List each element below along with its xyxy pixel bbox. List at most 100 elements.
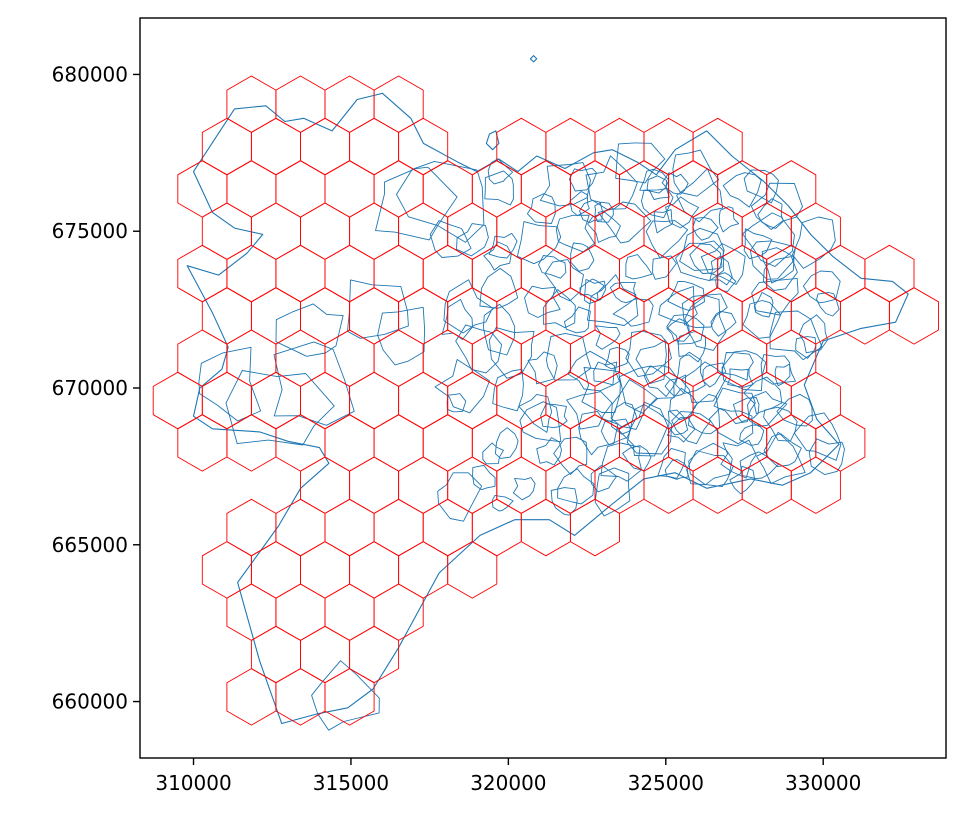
small-area-boundary (751, 277, 799, 316)
small-area-boundary (760, 354, 791, 385)
small-area-boundary (672, 149, 720, 197)
small-area-boundary (679, 227, 725, 271)
small-area-boundary (539, 162, 591, 207)
x-tick-label: 325000 (628, 771, 704, 795)
small-area-boundary (742, 212, 795, 267)
small-area-boundary (488, 232, 518, 259)
small-area-boundary (681, 293, 728, 329)
small-area-boundary (667, 409, 689, 436)
small-area-boundary (482, 303, 516, 356)
x-tick-label: 310000 (155, 771, 231, 795)
small-area-boundary (802, 270, 841, 304)
small-area-boundary (661, 172, 689, 195)
small-area-boundary (721, 350, 767, 392)
small-area-boundary (600, 418, 632, 446)
small-area-boundary (702, 362, 727, 388)
small-area-boundary (761, 247, 795, 284)
x-tick-label: 315000 (313, 771, 389, 795)
small-area-boundary (472, 464, 496, 491)
small-area-boundary (275, 303, 344, 357)
small-area-boundary (555, 214, 595, 253)
small-area-boundary (538, 255, 567, 279)
y-tick-label: 680000 (52, 62, 128, 86)
small-area-boundary (727, 368, 754, 388)
small-area-boundary (750, 182, 803, 230)
small-area-boundary (715, 272, 737, 292)
small-area-boundary (375, 166, 458, 241)
small-area-boundary (619, 365, 675, 414)
small-area-boundary (622, 445, 652, 471)
small-area-boundary (774, 363, 796, 387)
small-area-boundary (593, 361, 620, 386)
x-tick-label: 330000 (785, 771, 861, 795)
small-area-boundary (347, 279, 409, 339)
small-area-boundary (692, 216, 719, 241)
small-area-boundary (612, 298, 654, 327)
small-area-boundary (225, 370, 335, 446)
hexagon-grid-layer (152, 75, 939, 726)
small-area-boundary (676, 168, 724, 223)
small-area-boundary (684, 295, 727, 351)
small-area-boundary (743, 228, 773, 260)
small-area-boundary (658, 285, 698, 325)
small-area-boundary (494, 427, 519, 459)
small-area-boundary (604, 346, 630, 370)
small-area-boundary (487, 158, 514, 185)
small-area-boundary (377, 306, 426, 366)
x-tick-label: 320000 (470, 771, 546, 795)
small-area-boundary (441, 298, 473, 340)
small-area-boundary (540, 403, 568, 429)
small-area-boundary (611, 401, 638, 435)
x-axis: 310000 315000 320000 325000 330000 (155, 758, 861, 795)
y-axis: 660000 665000 670000 675000 680000 (52, 62, 140, 714)
small-area-boundary (687, 393, 721, 435)
small-area-boundary (563, 306, 591, 334)
small-area-boundary (437, 472, 483, 522)
small-area-boundary (626, 404, 673, 455)
island-outline (529, 55, 538, 63)
small-area-boundary (273, 341, 355, 426)
small-area-boundary (739, 424, 765, 446)
small-area-boundary (492, 368, 524, 412)
small-area-boundary (645, 220, 689, 259)
small-area-boundary (434, 359, 490, 414)
small-area-boundary (578, 410, 619, 456)
small-area-boundary (700, 243, 746, 285)
small-area-boundary (569, 191, 590, 217)
small-area-boundary (526, 193, 556, 224)
small-area-boundary (664, 459, 689, 480)
small-area-boundary (491, 494, 514, 512)
small-area-boundary (688, 442, 733, 486)
small-area-boundary (536, 437, 562, 466)
small-area-boundary (479, 267, 519, 309)
small-area-boundary (625, 254, 653, 280)
small-area-boundary (527, 351, 558, 385)
region-outline (186, 92, 909, 725)
small-area-boundary (742, 300, 782, 339)
small-area-boundary (484, 170, 514, 206)
small-area-boundary (793, 412, 842, 461)
small-area-boundary (429, 220, 472, 258)
small-area-boundary (757, 198, 784, 229)
small-area-boundary (594, 201, 614, 223)
small-area-boundary (610, 379, 659, 430)
small-area-boundary (646, 175, 670, 200)
hexagon-cell (692, 117, 743, 176)
small-area-boundary (585, 155, 638, 210)
y-tick-label: 665000 (52, 533, 128, 557)
small-area-boundary (524, 285, 561, 318)
hexagon-cell (864, 244, 915, 303)
small-area-boundary (542, 289, 576, 329)
small-area-boundary (720, 439, 757, 479)
small-area-boundary (652, 255, 677, 280)
small-area-boundary (568, 167, 598, 192)
small-area-boundary (798, 314, 829, 354)
small-area-boundary (512, 477, 536, 501)
small-area-boundary (666, 318, 691, 342)
small-area-boundary (570, 242, 595, 272)
small-area-boundary (808, 438, 845, 476)
small-area-boundary (567, 350, 615, 392)
hexagon-cell (766, 160, 817, 218)
